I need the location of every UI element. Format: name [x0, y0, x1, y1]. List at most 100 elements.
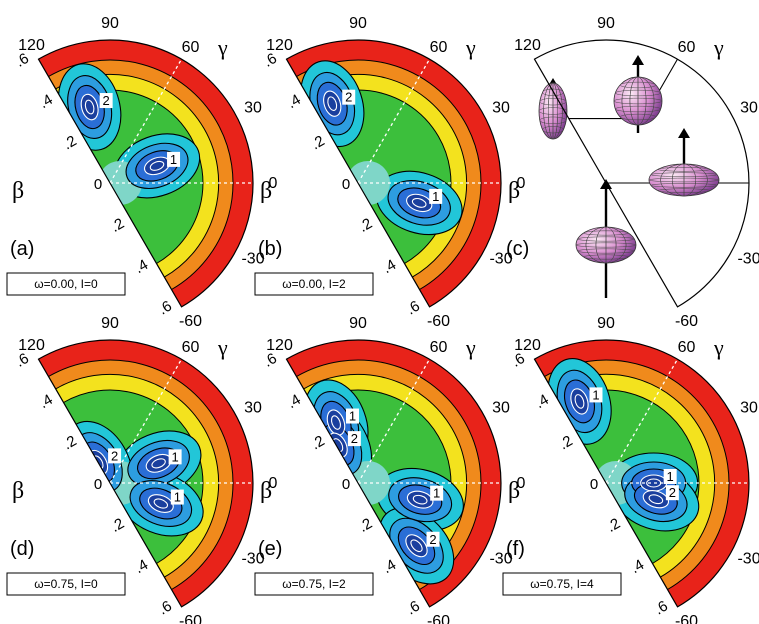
minimum-label: 1 — [171, 449, 178, 464]
angle-tick-label: 90 — [349, 315, 367, 332]
angle-tick-label: -60 — [427, 313, 450, 330]
legend-text: ω=0.00, I=2 — [282, 277, 346, 291]
valley-core — [405, 534, 428, 558]
angle-tick-label: 120 — [514, 37, 541, 54]
oblate-collective — [613, 76, 663, 126]
radial-tick-label: .6 — [156, 297, 175, 318]
beta-axis-label: β — [260, 478, 272, 504]
angle-tick-label: 0 — [517, 475, 526, 492]
minimum-label-box — [342, 89, 356, 105]
valley-core — [406, 193, 433, 213]
angle-tick-label: -30 — [241, 251, 264, 268]
angle-tick-label: 30 — [244, 400, 262, 417]
radial-tick-label: .2 — [308, 432, 327, 453]
angle-tick-label: -60 — [427, 613, 450, 624]
valley-core-ring — [153, 498, 169, 509]
valley-core-ring — [330, 415, 341, 430]
valley-core-ring — [410, 539, 423, 553]
grid-line — [543, 82, 563, 140]
oblate-noncollective — [575, 226, 637, 264]
valley-core-ring — [327, 96, 338, 111]
angle-tick-label: 120 — [18, 37, 45, 54]
grid-line — [585, 226, 627, 264]
radial-tick-label: .4 — [36, 91, 55, 112]
minimum-label-box — [430, 485, 444, 501]
prolate-noncollective — [538, 82, 568, 140]
angle-tick-label: 30 — [492, 400, 510, 417]
minimum-label-box — [168, 449, 182, 465]
panel-label: (f) — [506, 538, 525, 560]
panel-f: 1121209060300-30-60γβ.6.4.20.2.4.6(f)ω=0… — [502, 315, 759, 624]
sector-outline — [533, 339, 750, 608]
angle-tick-label: -60 — [675, 613, 698, 624]
angle-tick-label: -30 — [489, 551, 512, 568]
angle-tick-label: 90 — [101, 15, 119, 32]
minimum-label: 1 — [592, 387, 599, 402]
radial-tick-label: .4 — [36, 391, 55, 412]
contour-map — [38, 340, 253, 607]
valley-core — [323, 90, 342, 117]
radial-tick-label: 0 — [94, 176, 102, 193]
radial-tick-label: 0 — [94, 476, 102, 493]
angle-tick-label: -30 — [489, 251, 512, 268]
legend-box — [254, 572, 374, 596]
panel-e: 12121209060300-30-60γβ.6.4.20.2.4.6(e)ω=… — [254, 315, 526, 624]
minimum-label-box — [170, 489, 184, 505]
minimum-label: 2 — [103, 93, 110, 108]
radial-tick-label: 0 — [590, 476, 598, 493]
angle-tick-label: 90 — [597, 315, 615, 332]
minimum-label-box — [345, 408, 359, 424]
radial-tick-label: .2 — [60, 132, 79, 153]
radial-tick-label: .2 — [356, 515, 375, 536]
sector-outline — [37, 39, 254, 308]
gamma-axis-label: γ — [217, 335, 228, 360]
radial-tick-label: .6 — [404, 297, 423, 318]
minimum-label: 2 — [429, 532, 436, 547]
angle-tick-label: -30 — [737, 551, 759, 568]
panel-label: (b) — [258, 238, 282, 260]
panel-d: 1211209060300-30-60γβ.6.4.20.2.4.6(d)ω=0… — [6, 315, 278, 624]
prolate-collective — [648, 163, 720, 197]
radial-tick-label: .4 — [284, 391, 303, 412]
angle-tick-label: 0 — [269, 175, 278, 192]
sector-outline — [285, 339, 502, 608]
beta-axis-label: β — [260, 178, 272, 204]
radial-tick-label: .4 — [132, 256, 151, 277]
legend-text: ω=0.75, I=4 — [530, 577, 594, 591]
angle-tick-label: 60 — [678, 39, 696, 56]
radial-tick-label: .2 — [308, 132, 327, 153]
minimum-label-box — [99, 93, 113, 109]
panel-c: 120 90 60 30 0 -30 -60 γ β (c) — [506, 15, 759, 330]
gamma-axis-label: γ — [217, 35, 228, 60]
angle-tick-label: -60 — [675, 313, 698, 330]
legend-box — [254, 272, 374, 296]
angle-tick-label: 60 — [182, 39, 200, 56]
panel-label: (a) — [10, 238, 34, 260]
minimum-label-box — [426, 531, 440, 547]
minimum-label-box — [589, 387, 603, 403]
contour-map — [286, 40, 501, 307]
minimum-label: 1 — [170, 152, 177, 167]
panel-a: 211209060300-30-60γβ.6.4.20.2.4.6(a)ω=0.… — [6, 15, 278, 330]
radial-tick-label: .2 — [356, 215, 375, 236]
legend-box — [502, 572, 622, 596]
valley-core — [326, 409, 346, 436]
panel-label: (c) — [506, 238, 529, 260]
minimum-label: 2 — [111, 448, 118, 463]
grid-line — [660, 163, 708, 197]
angle-tick-label: 0 — [517, 175, 526, 192]
beta-axis-label: β — [508, 178, 520, 204]
minimum-label-box — [429, 188, 443, 204]
angle-tick-label: 120 — [514, 337, 541, 354]
angle-tick-label: 60 — [430, 39, 448, 56]
valley-core-ring — [412, 494, 428, 505]
radial-tick-label: .2 — [108, 515, 127, 536]
beta-axis-label: β — [12, 478, 24, 504]
valley-core — [642, 490, 670, 509]
angle-tick-label: 60 — [430, 339, 448, 356]
minimum-label: 2 — [345, 90, 352, 105]
angle-tick-label: -30 — [241, 551, 264, 568]
minimum-label-box — [347, 431, 361, 447]
minimum-label: 1 — [432, 189, 439, 204]
minimum-label: 1 — [174, 490, 181, 505]
